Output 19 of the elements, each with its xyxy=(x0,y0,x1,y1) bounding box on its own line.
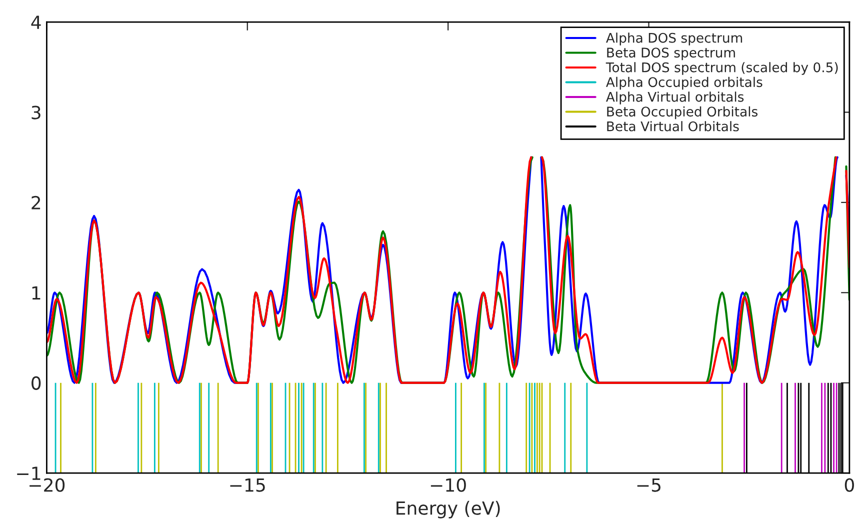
legend-label: Beta DOS spectrum xyxy=(607,48,735,60)
x-tick-label: −15 xyxy=(230,478,265,492)
y-tick-label: 4 xyxy=(31,16,41,29)
legend-label: Alpha DOS spectrum xyxy=(606,32,742,46)
x-axis-title: Energy (eV) xyxy=(396,500,500,518)
legend-label: Alpha Virtual orbitals xyxy=(606,92,744,104)
x-tick-label: −5 xyxy=(637,478,660,492)
y-tick-label: −1 xyxy=(17,466,40,480)
legend-label: Alpha Occupied orbitals xyxy=(606,76,762,90)
y-tick-label: 3 xyxy=(32,106,40,120)
legend-label: Beta Virtual Orbitals xyxy=(607,121,739,132)
y-tick-label: 0 xyxy=(32,376,41,390)
y-tick-label: 2 xyxy=(32,196,40,210)
x-tick-label: 0 xyxy=(844,478,854,492)
legend-label: Total DOS spectrum (scaled by 0.5) xyxy=(606,62,838,75)
x-tick-label: −10 xyxy=(430,478,466,492)
y-tick-label: 1 xyxy=(32,286,40,300)
legend-label: Beta Occupied Orbitals xyxy=(607,106,758,120)
x-tick-label: −20 xyxy=(30,478,65,492)
